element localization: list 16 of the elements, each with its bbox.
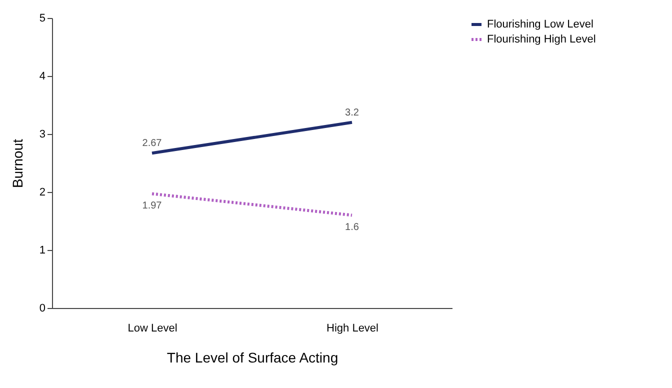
- data-label: 2.67: [142, 138, 162, 150]
- y-tick-label: 5: [39, 12, 46, 24]
- y-tick-label: 1: [39, 244, 46, 256]
- y-axis-title: Burnout: [9, 138, 26, 188]
- data-label: 3.2: [345, 107, 360, 118]
- data-label: 1.6: [345, 222, 360, 234]
- y-tick-label: 4: [39, 70, 46, 82]
- x-tick-label: High Level: [326, 322, 378, 334]
- data-label: 1.97: [142, 200, 162, 212]
- x-axis-title: The Level of Surface Acting: [166, 350, 338, 366]
- legend-label: Flourishing High Level: [487, 34, 596, 46]
- y-tick-label: 0: [39, 302, 46, 314]
- x-tick-label: Low Level: [128, 322, 178, 334]
- y-tick-label: 2: [39, 186, 46, 198]
- legend-label: Flourishing Low Level: [487, 18, 594, 30]
- y-tick-label: 3: [39, 128, 46, 140]
